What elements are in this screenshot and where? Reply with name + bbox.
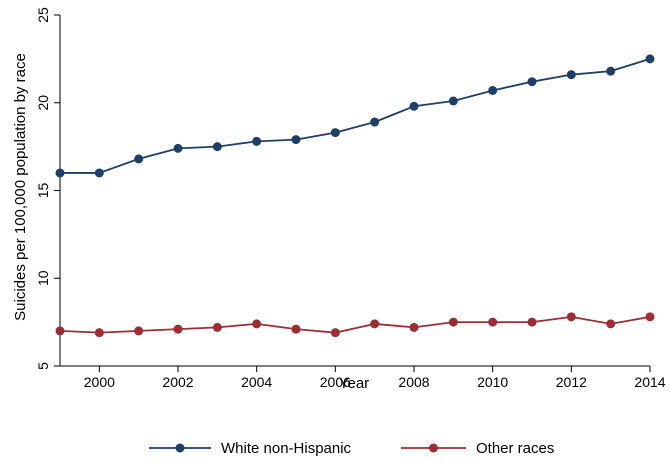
data-point — [134, 326, 144, 336]
data-point — [566, 70, 576, 80]
y-tick-label: 10 — [35, 270, 51, 286]
data-point — [94, 168, 104, 178]
series-line — [59, 315, 651, 334]
data-point — [173, 324, 183, 334]
legend: White non-Hispanic Other races — [149, 440, 554, 457]
x-tick-label: 2004 — [241, 374, 272, 390]
x-tick-label: 2002 — [162, 374, 193, 390]
data-point — [55, 168, 65, 178]
data-point — [606, 319, 616, 329]
data-point — [252, 136, 262, 146]
data-point — [212, 322, 222, 332]
x-tick-label: 2008 — [398, 374, 429, 390]
data-point — [645, 312, 655, 322]
data-point — [448, 96, 458, 106]
data-point — [134, 154, 144, 164]
data-point — [252, 319, 262, 329]
data-point — [330, 328, 340, 338]
y-axis-title: Suicides per 100,000 population by race — [12, 53, 29, 321]
legend-label: White non-Hispanic — [221, 440, 352, 457]
x-tick-label: 2000 — [84, 374, 115, 390]
data-point — [94, 328, 104, 338]
data-point — [645, 54, 655, 64]
series-0 — [55, 54, 655, 178]
legend-item-0: White non-Hispanic — [149, 440, 352, 457]
legend-label: Other races — [476, 440, 554, 457]
y-tick-label: 15 — [35, 183, 51, 199]
x-axis-title: Year — [339, 375, 369, 392]
x-tick-label: 2012 — [556, 374, 587, 390]
x-tick-label: 2014 — [634, 374, 665, 390]
data-point — [173, 143, 183, 153]
y-tick-label: 20 — [35, 95, 51, 111]
y-tick-label: 25 — [35, 7, 51, 23]
series-layer — [55, 54, 655, 338]
data-point — [409, 101, 419, 111]
data-point — [527, 77, 537, 87]
legend-marker — [175, 443, 185, 453]
series-1 — [55, 312, 655, 338]
x-axis: 2000 2002 2004 2006 2008 2010 2012 2014 — [60, 365, 666, 390]
data-point — [448, 317, 458, 327]
y-axis: 5 10 15 20 25 — [35, 7, 61, 370]
data-point — [527, 317, 537, 327]
data-point — [330, 128, 340, 138]
data-point — [212, 142, 222, 152]
x-tick-label: 2010 — [477, 374, 508, 390]
data-point — [291, 324, 301, 334]
data-point — [370, 117, 380, 127]
data-point — [566, 312, 576, 322]
series-line — [60, 58, 651, 174]
legend-item-1: Other races — [401, 440, 554, 457]
legend-marker — [429, 443, 438, 453]
data-point — [55, 326, 65, 336]
data-point — [291, 135, 301, 145]
y-tick-label: 5 — [35, 362, 51, 370]
data-point — [370, 319, 380, 329]
data-point — [606, 66, 616, 76]
data-point — [488, 85, 498, 95]
x-tick-label: 2006 — [320, 374, 351, 390]
data-point — [409, 322, 419, 332]
data-point — [488, 317, 498, 327]
